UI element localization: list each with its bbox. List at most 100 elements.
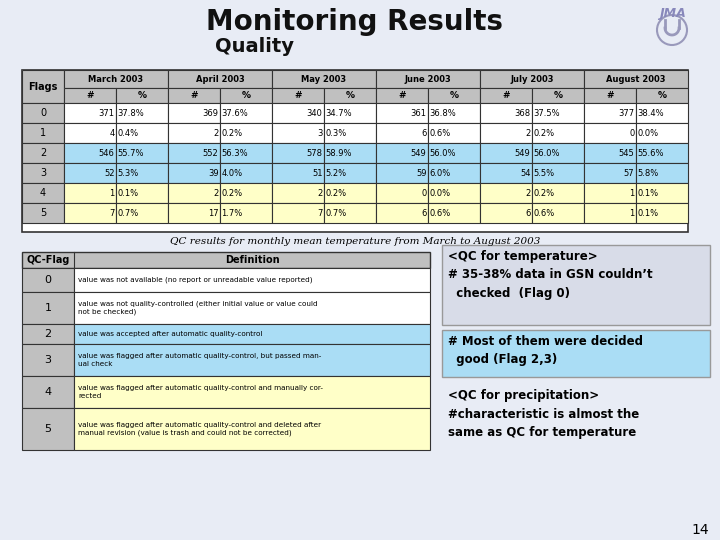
Text: 1: 1 <box>629 208 634 218</box>
Bar <box>636 123 688 143</box>
Text: 340: 340 <box>307 109 323 118</box>
Text: 578: 578 <box>307 148 323 158</box>
Text: 57: 57 <box>624 168 634 178</box>
Text: 2: 2 <box>213 188 218 198</box>
Bar <box>22 123 64 143</box>
Text: 0.2%: 0.2% <box>222 188 243 198</box>
Bar <box>64 70 168 88</box>
Text: 5.3%: 5.3% <box>117 168 139 178</box>
Text: March 2003: March 2003 <box>89 75 143 84</box>
Text: 0.6%: 0.6% <box>534 208 554 218</box>
Bar <box>584 163 636 183</box>
Bar <box>74 344 430 376</box>
Bar <box>22 163 64 183</box>
Text: 2: 2 <box>318 188 323 198</box>
Text: value was flagged after automatic quality-control and manually cor-
rected: value was flagged after automatic qualit… <box>78 385 323 399</box>
Text: 2: 2 <box>526 188 531 198</box>
Bar <box>116 103 168 123</box>
Text: #: # <box>606 91 613 100</box>
Bar <box>116 88 168 103</box>
Bar <box>220 163 272 183</box>
Text: <QC for precipitation>
#characteristic is almost the
same as QC for temperature: <QC for precipitation> #characteristic i… <box>448 389 639 439</box>
Text: 1: 1 <box>109 188 114 198</box>
Text: 7: 7 <box>317 208 323 218</box>
Text: value was not quality-controlled (either initial value or value could
not be che: value was not quality-controlled (either… <box>78 301 318 315</box>
Bar <box>442 330 710 377</box>
Text: 5.2%: 5.2% <box>325 168 346 178</box>
Text: 371: 371 <box>99 109 114 118</box>
Bar <box>168 123 220 143</box>
Text: 55.6%: 55.6% <box>637 148 664 158</box>
Text: 3: 3 <box>45 355 52 365</box>
Bar <box>168 183 220 203</box>
Text: #: # <box>503 91 510 100</box>
Text: 4: 4 <box>45 387 52 397</box>
Text: 0.0%: 0.0% <box>637 129 659 138</box>
Text: July 2003: July 2003 <box>510 75 554 84</box>
Bar <box>636 203 688 223</box>
Bar <box>64 88 116 103</box>
Text: 59: 59 <box>416 168 426 178</box>
Bar <box>480 163 532 183</box>
Bar <box>480 103 532 123</box>
Bar <box>22 203 64 223</box>
Bar <box>22 376 74 408</box>
Text: 0.7%: 0.7% <box>117 208 139 218</box>
Bar <box>116 183 168 203</box>
Bar <box>64 143 116 163</box>
Text: 54: 54 <box>520 168 531 178</box>
Bar <box>428 203 480 223</box>
Text: 1: 1 <box>629 188 634 198</box>
Bar <box>22 103 64 123</box>
Bar <box>22 344 74 376</box>
Bar <box>220 183 272 203</box>
Text: 0.2%: 0.2% <box>534 129 554 138</box>
Text: 56.0%: 56.0% <box>534 148 560 158</box>
Text: 56.3%: 56.3% <box>222 148 248 158</box>
Bar <box>636 163 688 183</box>
Bar <box>168 203 220 223</box>
Bar <box>584 88 636 103</box>
Text: 3: 3 <box>40 168 46 178</box>
Bar <box>428 103 480 123</box>
Bar <box>376 203 428 223</box>
Bar <box>480 88 532 103</box>
Bar <box>22 143 64 163</box>
Bar <box>324 183 376 203</box>
Text: Quality: Quality <box>215 37 294 56</box>
Text: Flags: Flags <box>28 82 58 91</box>
Bar <box>428 183 480 203</box>
Text: 34.7%: 34.7% <box>325 109 352 118</box>
Text: 17: 17 <box>208 208 218 218</box>
Bar <box>324 123 376 143</box>
Bar <box>376 103 428 123</box>
Text: 549: 549 <box>410 148 426 158</box>
Text: 56.0%: 56.0% <box>430 148 456 158</box>
Text: 0: 0 <box>45 275 52 285</box>
Text: 5: 5 <box>40 208 46 218</box>
Text: 37.5%: 37.5% <box>534 109 560 118</box>
Bar <box>532 203 584 223</box>
Bar <box>272 163 324 183</box>
Bar <box>480 123 532 143</box>
Text: %: % <box>657 91 667 100</box>
Bar <box>324 203 376 223</box>
Bar <box>480 143 532 163</box>
Bar <box>64 203 116 223</box>
Bar <box>64 88 688 103</box>
Text: 4: 4 <box>109 129 114 138</box>
Text: 0.3%: 0.3% <box>325 129 347 138</box>
Bar <box>168 88 220 103</box>
Bar <box>116 163 168 183</box>
Text: April 2003: April 2003 <box>196 75 244 84</box>
Text: 0.1%: 0.1% <box>117 188 139 198</box>
Text: 2: 2 <box>213 129 218 138</box>
Text: 0.7%: 0.7% <box>325 208 347 218</box>
Bar <box>584 123 636 143</box>
Text: 6: 6 <box>421 129 426 138</box>
Bar <box>220 143 272 163</box>
Bar <box>116 143 168 163</box>
Bar <box>116 123 168 143</box>
Text: %: % <box>346 91 354 100</box>
Text: 552: 552 <box>203 148 218 158</box>
